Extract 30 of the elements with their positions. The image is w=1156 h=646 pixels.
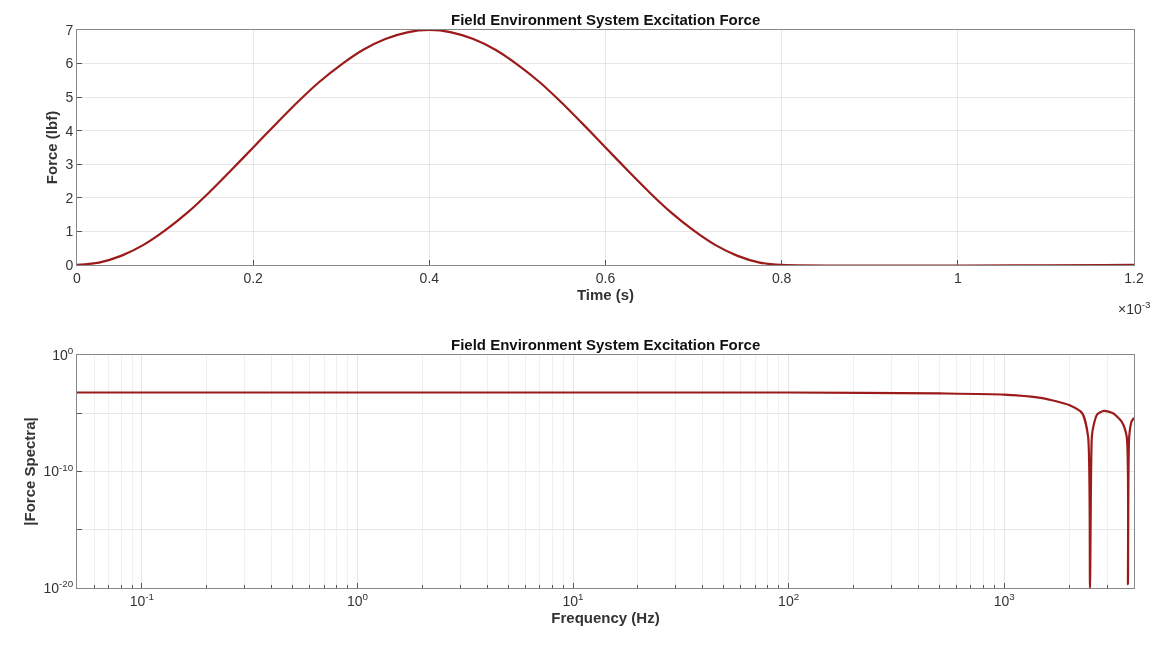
y-tick-label: 7 [65, 21, 74, 38]
y-axis-title: Force (lbf) [42, 110, 60, 185]
line-series [77, 30, 1134, 265]
text: ×10$^{-3}$ [1118, 299, 1152, 317]
y-tick-label: 1 [65, 223, 74, 240]
y-tick-label: 0 [65, 256, 74, 273]
x-tick-label: 0.4 [419, 269, 440, 286]
x-tick-label: 10$^{0}$ [346, 590, 369, 609]
y-tick-label: 3 [65, 156, 74, 173]
x-tick-label: 10$^{3}$ [993, 590, 1016, 609]
y-tick-label: 5 [65, 89, 74, 106]
y-tick-label: 6 [65, 55, 74, 72]
y-axis-title: |Force Spectra| [20, 417, 38, 526]
x-tick-label: 10$^{-1}$ [129, 590, 155, 609]
x-tick-label: 1.2 [1124, 269, 1144, 286]
y-tick-label: 2 [65, 189, 74, 206]
chart-title: Field Environment System Excitation Force [451, 336, 761, 353]
y-tick-label: 10$^{-20}$ [43, 578, 74, 596]
y-tick-label: 10$^{-10}$ [43, 461, 74, 480]
x-tick-label: 0.6 [595, 269, 616, 286]
x-tick-label: 1 [953, 269, 962, 286]
x-axis-title: Frequency (Hz) [551, 608, 660, 626]
x-axis-title: Time (s) [576, 285, 635, 303]
x-tick-label: 10$^{2}$ [778, 590, 800, 609]
x-tick-label: 10$^{1}$ [562, 590, 584, 609]
x-tick-label: 0.8 [771, 269, 792, 286]
chart-title: Field Environment System Excitation Force [451, 11, 761, 28]
y-tick-label: 4 [65, 122, 74, 139]
x-tick-label: 0.2 [243, 269, 264, 286]
y-tick-label: 10$^{0}$ [52, 345, 74, 363]
